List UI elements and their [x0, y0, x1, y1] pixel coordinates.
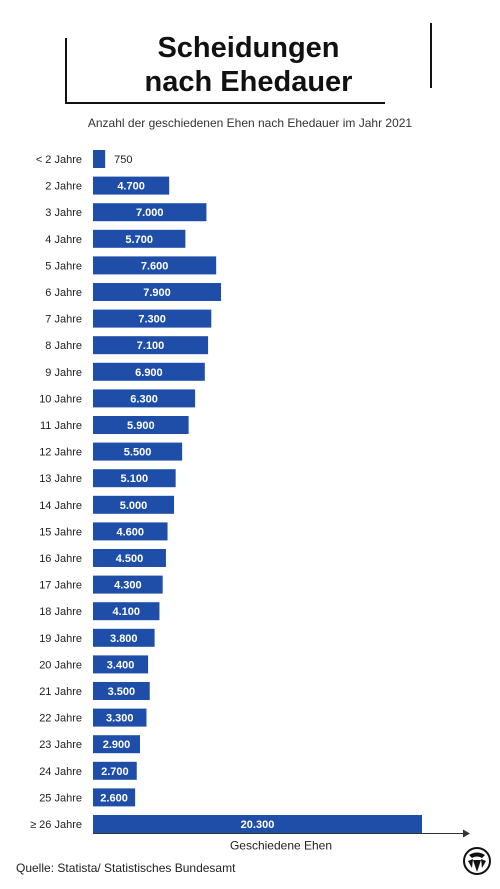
bar	[93, 655, 149, 674]
category-label: 10 Jahre	[39, 393, 82, 405]
bar	[93, 815, 422, 833]
category-label: 13 Jahre	[39, 473, 82, 485]
category-label: 15 Jahre	[39, 526, 82, 538]
value-label: 7.300	[138, 314, 166, 326]
value-label: 3.800	[110, 633, 138, 645]
emblem-icon	[463, 847, 491, 875]
category-label: 24 Jahre	[39, 766, 82, 778]
value-label: 5.900	[127, 420, 155, 432]
bar	[93, 203, 207, 222]
category-label: 22 Jahre	[39, 713, 82, 725]
value-label: 2.900	[103, 739, 131, 751]
category-label: 20 Jahre	[39, 659, 82, 671]
value-label: 20.300	[241, 819, 275, 831]
category-label: 2 Jahre	[45, 181, 82, 193]
category-label: 6 Jahre	[45, 287, 82, 299]
bar	[93, 416, 189, 434]
value-label: 5.500	[124, 447, 152, 459]
category-label: 16 Jahre	[39, 553, 82, 565]
bar	[93, 735, 140, 754]
bar	[93, 389, 196, 408]
value-label: 4.500	[116, 553, 144, 565]
value-label: 750	[114, 154, 132, 166]
title-frame-left	[65, 38, 67, 104]
bar	[93, 788, 136, 807]
value-label: 3.500	[108, 686, 136, 698]
bar	[93, 229, 186, 248]
bar	[93, 309, 212, 328]
value-label: 7.000	[136, 207, 164, 219]
category-label: 5 Jahre	[45, 260, 82, 272]
value-label: 4.600	[117, 526, 145, 538]
category-label: 18 Jahre	[39, 606, 82, 618]
value-label: 2.700	[101, 766, 129, 778]
category-label: 8 Jahre	[45, 340, 82, 352]
category-label: 14 Jahre	[39, 500, 82, 512]
category-label: 23 Jahre	[39, 739, 82, 751]
title-line-2: nach Ehedauer	[144, 66, 353, 98]
bar	[93, 283, 222, 301]
value-label: 4.700	[117, 181, 145, 193]
category-label: < 2 Jahre	[36, 154, 82, 166]
chart-subtitle: Anzahl der geschiedenen Ehen nach Ehedau…	[87, 116, 413, 130]
x-axis-label: Geschiedene Ehen	[230, 839, 332, 853]
bar	[93, 469, 176, 488]
category-label: ≥ 26 Jahre	[30, 819, 82, 831]
value-label: 3.400	[107, 659, 135, 671]
bar	[93, 708, 147, 727]
title-frame-right	[430, 23, 432, 88]
bar	[93, 336, 209, 355]
bar	[93, 602, 160, 621]
category-label: 12 Jahre	[39, 447, 82, 459]
category-label: 4 Jahre	[45, 234, 82, 246]
value-label: 4.100	[112, 606, 140, 618]
value-label: 6.900	[135, 367, 163, 379]
x-axis-arrow	[463, 829, 470, 838]
value-label: 2.600	[100, 792, 128, 804]
value-label: 4.300	[114, 580, 142, 592]
bar	[93, 682, 150, 700]
category-label: 11 Jahre	[40, 420, 82, 432]
source-note: Quelle: Statista/ Statistisches Bundesam…	[16, 861, 236, 875]
value-label: 7.900	[143, 287, 171, 299]
category-label: 17 Jahre	[39, 580, 82, 592]
title-line-1: Scheidungen	[157, 32, 340, 64]
category-label: 3 Jahre	[45, 207, 82, 219]
category-label: 9 Jahre	[45, 367, 82, 379]
category-label: 25 Jahre	[39, 792, 82, 804]
bar	[93, 442, 183, 461]
value-label: 7.100	[137, 340, 165, 352]
bar	[93, 495, 175, 514]
category-label: 21 Jahre	[39, 686, 82, 698]
bar	[93, 549, 166, 567]
category-label: 19 Jahre	[39, 633, 82, 645]
value-label: 5.000	[120, 500, 148, 512]
value-label: 7.600	[141, 260, 169, 272]
title-frame-bottom	[65, 102, 385, 104]
chart-title: Scheidungen nach Ehedauer	[65, 31, 432, 99]
title-box: Scheidungen nach Ehedauer	[65, 23, 432, 104]
bar	[93, 176, 170, 195]
value-label: 5.100	[121, 473, 149, 485]
bar	[93, 761, 137, 780]
bar	[93, 628, 155, 647]
value-label: 3.300	[106, 713, 134, 725]
bar	[93, 256, 217, 275]
bar	[93, 575, 163, 594]
value-label: 6.300	[130, 393, 158, 405]
bar	[93, 362, 205, 381]
value-label: 5.700	[125, 234, 153, 246]
category-label: 7 Jahre	[45, 314, 82, 326]
bar	[93, 522, 168, 541]
bar	[93, 150, 106, 168]
